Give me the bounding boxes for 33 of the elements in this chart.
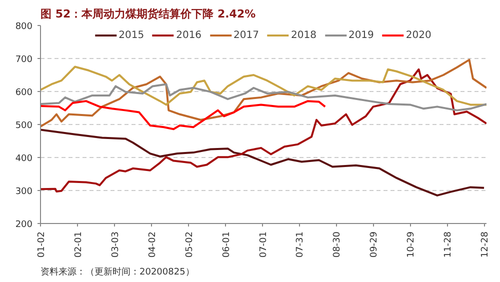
line-series bbox=[40, 128, 486, 196]
legend-label: 2020 bbox=[406, 30, 432, 40]
x-tick-label: 08-30 bbox=[332, 231, 343, 258]
x-tick-label: 03-03 bbox=[110, 231, 121, 258]
line-series bbox=[40, 68, 486, 192]
line-series bbox=[40, 66, 486, 106]
y-tick-label: 300 bbox=[15, 187, 33, 197]
x-tick-label: 12-28 bbox=[480, 231, 491, 258]
y-tick-label: 400 bbox=[15, 154, 33, 164]
x-tick-label: 05-02 bbox=[184, 231, 195, 258]
legend-label: 2018 bbox=[291, 30, 316, 40]
y-tick-label: 500 bbox=[15, 121, 33, 131]
y-tick-label: 700 bbox=[15, 55, 33, 65]
x-tick-label: 07-01 bbox=[258, 231, 269, 258]
x-tick-label: 11-28 bbox=[444, 231, 454, 258]
chart-title: 图 52：本周动力煤期货结算价下降 2.42% bbox=[40, 8, 256, 20]
x-tick-label: 04-02 bbox=[148, 231, 158, 258]
y-tick-label: 200 bbox=[15, 220, 33, 230]
line-series bbox=[40, 100, 326, 130]
x-tick-label: 10-29 bbox=[406, 231, 417, 258]
y-tick-label: 600 bbox=[15, 88, 33, 98]
x-tick-label: 01-02 bbox=[37, 231, 47, 258]
line-series bbox=[40, 58, 486, 128]
legend-label: 2017 bbox=[234, 30, 259, 40]
legend-label: 2019 bbox=[348, 30, 374, 40]
legend-label: 2016 bbox=[176, 30, 202, 40]
y-tick-label: 800 bbox=[15, 22, 33, 32]
x-tick-label: 07-31 bbox=[296, 231, 306, 258]
x-tick-label: 02-01 bbox=[74, 231, 84, 258]
text: 资料来源：（更新时间：20200825） bbox=[40, 266, 194, 278]
x-tick-label: 09-29 bbox=[370, 231, 380, 258]
x-tick-label: 06-01 bbox=[222, 231, 232, 258]
legend-label: 2015 bbox=[118, 30, 144, 40]
